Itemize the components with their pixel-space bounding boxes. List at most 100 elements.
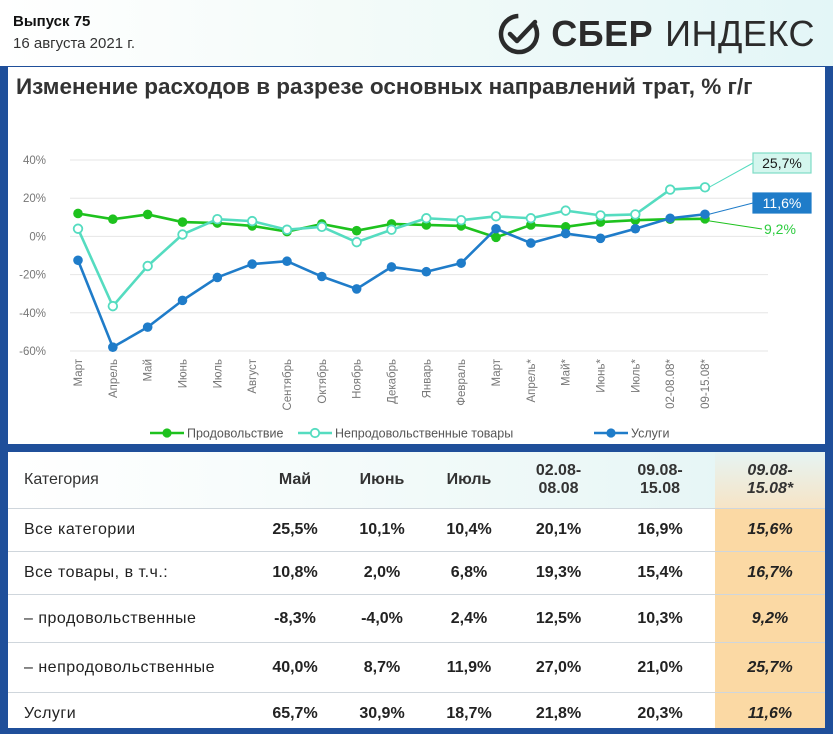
x-tick-label: Январь [421,359,433,398]
x-tick-label: 02-08.08* [665,358,677,408]
data-point [73,208,83,219]
y-tick-label: -40% [19,308,46,320]
x-tick-label: Март [491,358,503,386]
column-header: Июль [446,471,492,488]
value-cell: 30,9% [338,692,426,728]
legend-label: Непродовольственные товары [335,427,513,441]
data-point [560,205,571,216]
table-row: – продовольственные -8,3% -4,0% 2,4% 12,5% 10… [8,594,825,643]
issue-number: Выпуск 75 [13,13,91,30]
value-cell: 11,6% [715,692,825,728]
data-point [177,295,188,306]
value-cell: 19,3% [512,551,605,595]
value-cell: 21,8% [512,692,605,728]
data-point [316,221,328,233]
data-point [351,284,362,294]
x-tick-label: Ноябрь [352,359,364,399]
data-point [212,214,223,225]
y-tick-label: 0% [29,231,46,243]
logo-index-text: ИНДЕКС [665,13,815,54]
spending-line-chart: 40% 20% 0% -20% -40% -60% Март Апрель Май Июнь Июл… [19,152,812,441]
end-value-label: 25,7% [762,155,802,171]
value-cell: 21,0% [605,642,715,693]
legend-marker [606,428,616,438]
chart-panel: Изменение расходов в разрезе основных на… [8,67,825,444]
table-row: Все товары, в т.ч.: 10,8% 2,0% 6,8% 19,3% 15,… [8,551,825,595]
table-row: – непродовольственные 40,0% 8,7% 11,9% 27,0%… [8,642,825,693]
value-cell: 12,5% [512,594,605,643]
value-cell: 65,7% [252,692,338,728]
data-point [351,236,362,248]
data-point [177,217,188,227]
data-point [142,322,153,332]
value-cell: 6,8% [426,551,512,595]
legend-label: Услуги [631,427,669,441]
x-tick-label: Август [247,358,259,393]
value-cell: -8,3% [252,594,338,643]
legend-marker [309,427,321,439]
value-cell: 20,3% [605,692,715,728]
report-header: Выпуск 75 16 августа 2021 г. СБЕР ИНДЕКС [0,0,833,66]
series-line [76,186,706,308]
data-point [72,223,84,234]
data-point [630,223,641,234]
x-tick-label: Май* [561,358,573,386]
row-category-cell: Все категории [8,508,252,552]
data-point [386,262,397,272]
data-point [282,256,292,267]
data-point [107,300,119,312]
x-tick-label: Июль [212,359,224,388]
data-point [560,222,571,232]
column-header-category: Категория [24,471,99,488]
data-point [595,210,606,221]
data-point [526,238,536,248]
x-tick-label: Май [143,359,155,382]
end-label-box [752,192,812,214]
value-cell: 9,2% [715,594,825,643]
data-point [351,225,362,236]
column-header: 09.08- 15.08* [715,452,825,509]
value-cell: 8,7% [338,642,426,693]
data-point [665,213,675,224]
data-point [73,255,83,266]
value-cell: 10,4% [426,508,512,552]
issue-date: 16 августа 2021 г. [13,35,136,52]
x-tick-label: Апрель [108,359,120,398]
data-point [455,214,467,226]
data-point [142,260,153,272]
value-cell: 2,0% [338,551,426,595]
x-tick-label: Декабрь [387,359,399,404]
data-point [246,215,258,227]
value-cell: 10,3% [605,594,715,643]
y-tick-label: -20% [19,270,46,282]
value-cell: 10,1% [338,508,426,552]
legend-marker [162,428,172,438]
value-cell: 27,0% [512,642,605,693]
sber-check-icon [499,13,540,55]
value-cell: 20,1% [512,508,605,552]
x-tick-label: Апрель* [526,358,538,402]
column-header: 09.08- 15.08 [637,462,683,497]
x-tick-label: Февраль [456,359,468,406]
data-point [490,211,502,222]
logo-sber-text: СБЕР [551,13,654,54]
end-label-leader [708,202,754,215]
x-tick-label: Июль* [630,358,642,392]
end-label-leader [708,162,754,188]
data-point [142,209,153,220]
data-point [491,223,501,234]
summary-table: Категория Май Июнь Июль 02.08- 08.08 09.08- 15.… [8,452,825,728]
data-point [630,209,641,220]
data-point [386,224,397,235]
data-point [456,258,466,268]
x-tick-label: 09-15.08* [700,358,712,408]
x-tick-label: Октябрь [317,359,329,404]
y-tick-label: 40% [23,155,46,167]
column-header: 02.08- 08.08 [535,462,582,497]
data-point [421,266,432,277]
data-point [421,213,432,224]
value-cell: 15,4% [605,551,715,595]
row-category-cell: Все товары, в т.ч.: [8,551,252,595]
chart-title: Изменение расходов в разрезе основных на… [16,74,753,99]
data-point [491,232,501,243]
